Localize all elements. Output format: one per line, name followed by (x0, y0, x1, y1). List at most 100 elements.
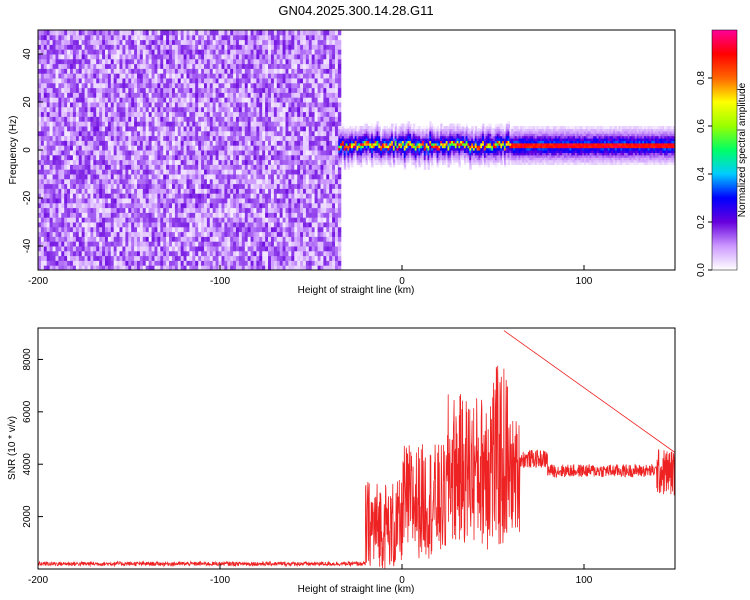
heatmap-cell (294, 202, 298, 209)
heatmap-cell (288, 217, 292, 223)
heatmap-cell (99, 178, 103, 185)
heatmap-cell (285, 183, 289, 189)
heatmap-cell (128, 188, 132, 194)
heatmap-cell (119, 246, 123, 252)
heatmap-cell (212, 150, 217, 156)
heatmap-cell (271, 250, 275, 257)
heatmap-cell (125, 58, 129, 65)
heatmap-cell (137, 140, 141, 146)
heatmap-cell (189, 58, 193, 65)
heatmap-cell (134, 63, 138, 69)
heatmap-cell (206, 58, 211, 65)
heatmap-cell (204, 226, 208, 233)
heatmap-cell (113, 183, 118, 189)
heatmap-cell (250, 212, 254, 218)
heatmap-cell (84, 174, 88, 180)
heatmap-cell (40, 63, 45, 69)
heatmap-cell (195, 54, 199, 60)
heatmap-cell (102, 188, 106, 194)
heatmap-cell (102, 111, 106, 117)
heatmap-cell (166, 265, 170, 270)
heatmap-cell (209, 260, 214, 266)
heatmap-cell (303, 207, 307, 213)
heatmap-cell (172, 121, 176, 127)
heatmap-cell (317, 217, 321, 223)
heatmap-cell (256, 265, 260, 270)
heatmap-cell (52, 150, 56, 156)
heatmap-cell (297, 217, 301, 223)
heatmap-cell (247, 217, 252, 223)
heatmap-cell (221, 39, 225, 45)
heatmap-cell (259, 30, 263, 36)
heatmap-cell (206, 178, 211, 185)
heatmap-cell (102, 174, 106, 180)
heatmap-cell (137, 188, 141, 194)
heatmap-cell (230, 145, 234, 151)
heatmap-cell (169, 183, 173, 189)
heatmap-cell (265, 87, 269, 93)
heatmap-cell (276, 116, 281, 122)
heatmap-cell (201, 236, 205, 242)
heatmap-cell (238, 106, 243, 113)
heatmap-cell (157, 169, 161, 175)
heatmap-cell (67, 236, 71, 242)
heatmap-cell (52, 193, 56, 199)
heatmap-cell (314, 68, 318, 74)
heatmap-cell (265, 34, 269, 41)
heatmap-cell (206, 44, 211, 50)
heatmap-cell (72, 54, 77, 60)
heatmap-cell (81, 150, 86, 156)
heatmap-cell (268, 68, 272, 74)
heatmap-cell (206, 145, 211, 151)
heatmap-cell (218, 68, 222, 74)
heatmap-cell (113, 241, 118, 247)
heatmap-cell (163, 97, 167, 103)
heatmap-cell (206, 116, 211, 122)
heatmap-cell (189, 193, 193, 199)
heatmap-cell (221, 183, 225, 189)
heatmap-cell (311, 140, 316, 146)
heatmap-cell (55, 97, 59, 103)
heatmap-cell (93, 217, 97, 223)
heatmap-cell (206, 226, 211, 233)
heatmap-cell (247, 82, 252, 89)
heatmap-cell (160, 169, 164, 175)
heatmap-cell (320, 226, 324, 233)
heatmap-cell (154, 116, 158, 122)
heatmap-cell (285, 212, 289, 218)
heatmap-cell (282, 193, 286, 199)
heatmap-cell (215, 250, 219, 257)
heatmap-cell (279, 246, 284, 252)
heatmap-cell (163, 222, 167, 228)
heatmap-cell (297, 54, 301, 60)
heatmap-cell (224, 183, 228, 189)
heatmap-cell (163, 250, 167, 257)
heatmap-cell (305, 265, 310, 270)
heatmap-cell (201, 82, 205, 89)
heatmap-cell (40, 39, 45, 45)
heatmap-cell (107, 260, 112, 266)
heatmap-cell (230, 102, 234, 108)
heatmap-cell (288, 97, 292, 103)
heatmap-cell (250, 188, 254, 194)
heatmap-cell (273, 68, 278, 74)
heatmap-cell (72, 106, 77, 113)
heatmap-cell (256, 68, 260, 74)
heatmap-cell (189, 183, 193, 189)
heatmap-cell (282, 174, 286, 180)
heatmap-cell (128, 265, 132, 270)
heatmap-cell (160, 145, 164, 151)
heatmap-cell (224, 102, 228, 108)
heatmap-cell (297, 87, 301, 93)
heatmap-cell (87, 34, 91, 41)
heatmap-cell (75, 188, 80, 194)
heatmap-cell (303, 102, 307, 108)
heatmap-cell (268, 121, 272, 127)
heatmap-cell (206, 169, 211, 175)
heatmap-cell (291, 212, 295, 218)
heatmap-cell (96, 39, 100, 45)
heatmap-cell (105, 246, 109, 252)
heatmap-cell (58, 30, 62, 36)
heatmap-cell (55, 145, 59, 151)
heatmap-cell (145, 154, 150, 161)
